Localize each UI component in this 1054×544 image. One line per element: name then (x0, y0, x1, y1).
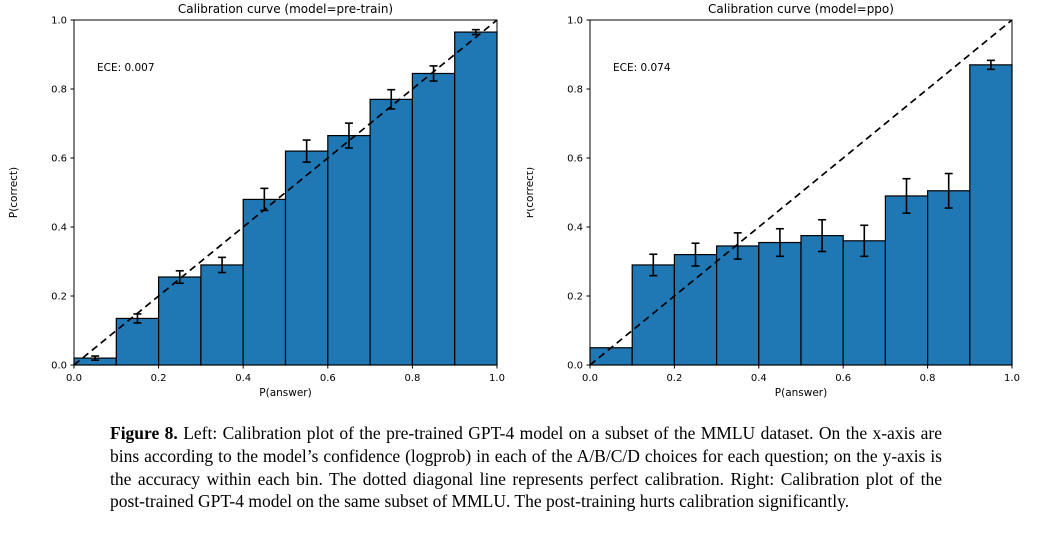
axes-box (73, 19, 498, 366)
chart-title: Calibration curve (model=ppo) (708, 2, 894, 16)
x-tick-label: 0.2 (151, 373, 167, 384)
calibration-bar (884, 195, 929, 366)
diagonal-line (73, 19, 498, 366)
y-axis-label: P(correct) (8, 167, 20, 218)
y-tick-label: 0.8 (51, 85, 67, 96)
chart-title: Calibration curve (model=pre-train) (178, 2, 393, 16)
x-tick-label: 1.0 (1004, 373, 1020, 384)
y-tick-label: 0.0 (567, 361, 583, 372)
calibration-bar (716, 245, 760, 366)
calibration-bar (631, 264, 675, 366)
calibration-bar (284, 150, 329, 366)
x-tick-label: 0.6 (835, 373, 851, 384)
y-tick-label: 0.6 (567, 154, 583, 165)
figure-caption-label: Figure 8. (110, 423, 178, 443)
x-tick-label: 0.0 (582, 373, 598, 384)
calibration-bar (242, 198, 287, 366)
calibration-chart-pretrain-panel: 0.0 0.2 0.4 0.6 0.8 1.0 0.0 0.2 0.4 0.6 0.8 1.0 Cali… (0, 0, 527, 412)
y-tick-label: 1.0 (567, 16, 583, 27)
y-tick-label: 0.8 (567, 85, 583, 96)
calibration-chart-ppo-panel: 0.0 0.2 0.4 0.6 0.8 1.0 0.0 0.2 0.4 0.6 0.8 1.0 Cali… (524, 0, 1054, 412)
figure-caption-text: Left: Calibration plot of the pre-traine… (110, 423, 942, 512)
calibration-bar (327, 134, 371, 366)
calibration-bar (800, 235, 844, 366)
y-tick-label: 0.6 (51, 154, 67, 165)
x-tick-label: 0.4 (751, 373, 767, 384)
x-axis-label: P(answer) (775, 387, 827, 399)
calibration-bar (454, 31, 498, 366)
y-tick-label: 1.0 (51, 16, 67, 27)
calibration-bar (758, 241, 802, 366)
calibration-bar (969, 64, 1013, 366)
x-tick-label: 1.0 (489, 373, 505, 384)
x-tick-label: 0.4 (235, 373, 251, 384)
calibration-bar (369, 98, 414, 366)
calibration-bar (411, 72, 456, 366)
calibration-bar (842, 240, 887, 366)
x-axis-label: P(answer) (259, 387, 311, 399)
calibration-bar (200, 264, 244, 366)
diagonal-line (589, 19, 1013, 366)
y-tick-label: 0.4 (567, 223, 583, 234)
y-tick-label: 0.0 (51, 361, 67, 372)
y-tick-label: 0.4 (51, 223, 67, 234)
calibration-chart-ppo: 0.0 0.2 0.4 0.6 0.8 1.0 0.0 0.2 0.4 0.6 0.8 1.0 Cali… (524, 2, 1020, 399)
figure-caption: Figure 8. Left: Calibration plot of the … (110, 422, 942, 513)
calibration-bar (589, 347, 633, 366)
y-axis-label: P(correct) (527, 167, 536, 218)
calibration-chart-pretrain: 0.0 0.2 0.4 0.6 0.8 1.0 0.0 0.2 0.4 0.6 0.8 1.0 Cali… (8, 2, 505, 399)
ece-annotation: ECE: 0.007 (97, 62, 155, 74)
x-tick-label: 0.2 (666, 373, 682, 384)
axes-box (589, 19, 1013, 366)
calibration-bar (673, 254, 718, 366)
y-tick-label: 0.2 (567, 292, 583, 303)
charts-row: 0.0 0.2 0.4 0.6 0.8 1.0 0.0 0.2 0.4 0.6 0.8 1.0 Cali… (0, 0, 1054, 412)
calibration-bar (927, 190, 971, 366)
x-tick-label: 0.8 (404, 373, 420, 384)
ece-annotation: ECE: 0.074 (613, 62, 671, 74)
x-tick-label: 0.8 (920, 373, 936, 384)
y-tick-label: 0.2 (51, 292, 67, 303)
x-tick-label: 0.6 (320, 373, 336, 384)
x-tick-label: 0.0 (66, 373, 82, 384)
